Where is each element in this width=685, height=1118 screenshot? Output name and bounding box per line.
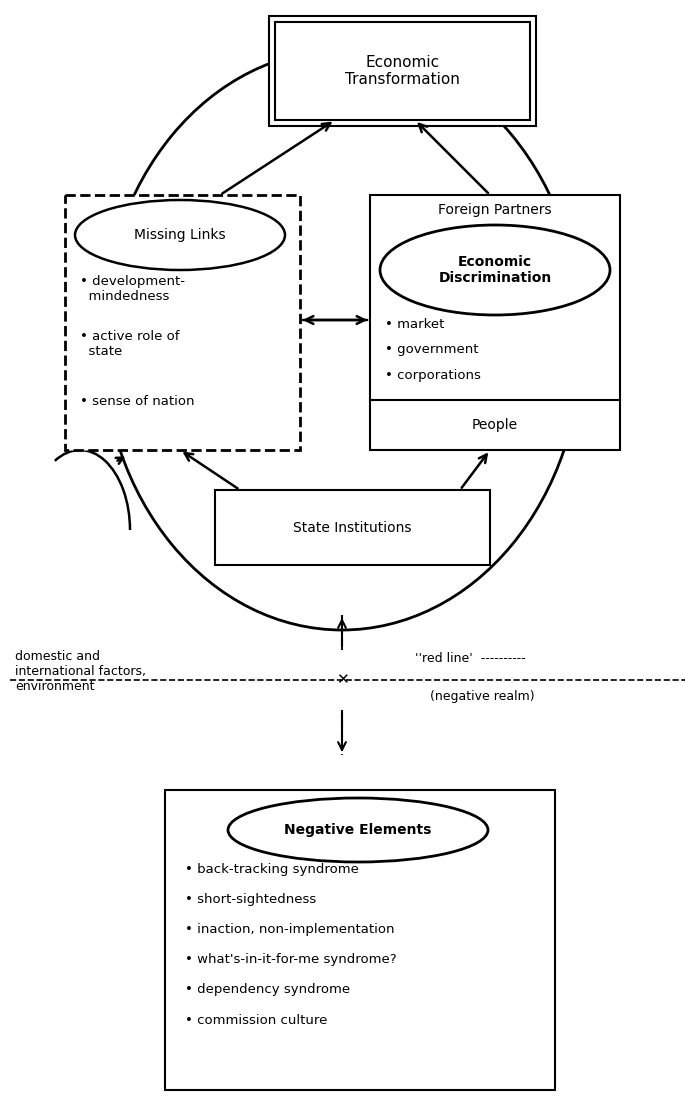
Ellipse shape <box>75 200 285 271</box>
Text: • active role of
  state: • active role of state <box>80 330 179 358</box>
Text: • back-tracking syndrome: • back-tracking syndrome <box>185 863 359 877</box>
Text: Foreign Partners: Foreign Partners <box>438 203 552 217</box>
Text: (negative realm): (negative realm) <box>430 690 534 703</box>
Bar <box>165 790 555 1090</box>
Text: ✕: ✕ <box>336 673 349 688</box>
Text: • what's-in-it-for-me syndrome?: • what's-in-it-for-me syndrome? <box>185 954 397 966</box>
Bar <box>65 195 300 451</box>
Text: • dependency syndrome: • dependency syndrome <box>185 984 350 996</box>
Bar <box>370 195 620 451</box>
Ellipse shape <box>228 798 488 862</box>
Bar <box>275 22 530 120</box>
Text: Economic
Transformation: Economic Transformation <box>345 55 460 87</box>
Text: • corporations: • corporations <box>385 369 481 381</box>
Bar <box>215 490 490 565</box>
Text: Negative Elements: Negative Elements <box>284 823 432 837</box>
Text: ''red line'  ----------: ''red line' ---------- <box>415 652 526 665</box>
Text: State Institutions: State Institutions <box>293 521 412 534</box>
Text: Missing Links: Missing Links <box>134 228 226 241</box>
Text: • commission culture: • commission culture <box>185 1014 327 1026</box>
Text: Economic
Discrimination: Economic Discrimination <box>438 255 551 285</box>
Text: People: People <box>472 418 518 432</box>
Text: • sense of nation: • sense of nation <box>80 395 195 408</box>
Text: domestic and
international factors,
environment: domestic and international factors, envi… <box>15 650 146 693</box>
Ellipse shape <box>102 50 582 631</box>
Text: • government: • government <box>385 343 479 357</box>
Ellipse shape <box>380 225 610 315</box>
Text: • inaction, non-implementation: • inaction, non-implementation <box>185 923 395 937</box>
Bar <box>269 16 536 126</box>
Text: • development-
  mindedness: • development- mindedness <box>80 275 185 303</box>
Text: • market: • market <box>385 319 445 332</box>
Text: • short-sightedness: • short-sightedness <box>185 893 316 907</box>
